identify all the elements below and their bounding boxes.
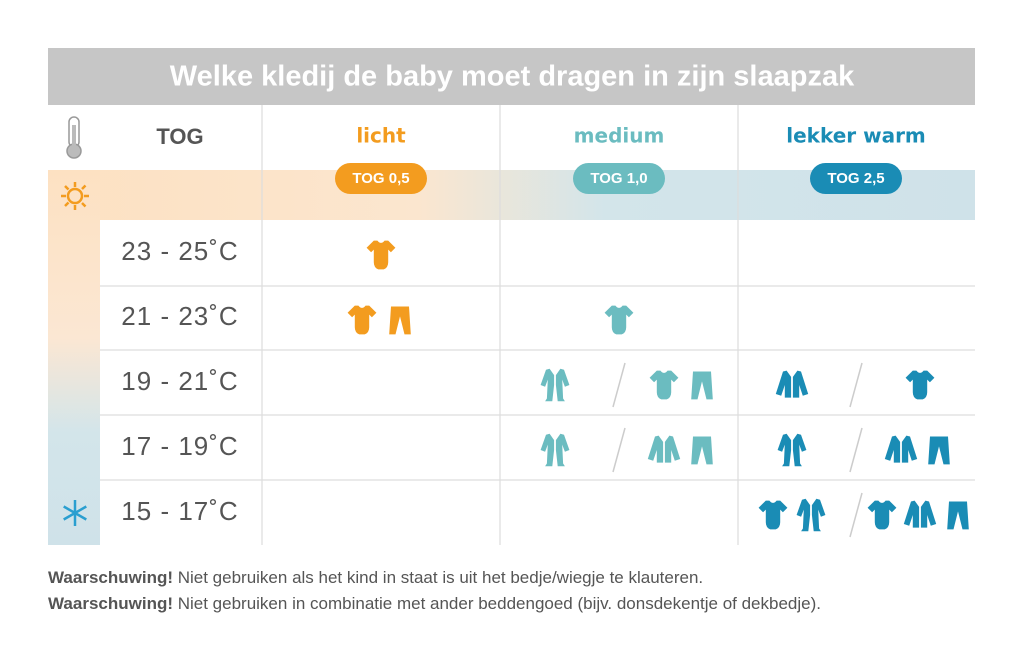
clothing-pants (389, 306, 411, 335)
clothing-body (347, 305, 377, 335)
tog-badge (810, 163, 902, 194)
clothing-body (649, 370, 679, 400)
snowflake-icon (63, 500, 87, 526)
column-name: licht (356, 124, 406, 148)
temperature: 17 - 19˚C (121, 431, 238, 461)
warning: Waarschuwing! Niet gebruiken in combinat… (48, 594, 821, 613)
temp-strip (48, 170, 100, 545)
clothing-top (647, 435, 681, 463)
title-bar (48, 48, 975, 105)
clothing-body (366, 240, 396, 270)
temperature: 23 - 25˚C (121, 236, 238, 266)
clothing-sleeper (777, 433, 807, 467)
grid (100, 105, 975, 545)
separator (612, 362, 626, 408)
column-name: medium (574, 124, 665, 148)
separator (612, 427, 626, 473)
separator (849, 427, 863, 473)
clothing-pants (928, 436, 950, 465)
clothing-body (867, 500, 897, 530)
sun-icon (61, 182, 89, 210)
temperature: 15 - 17˚C (121, 496, 238, 526)
warning-bold: Waarschuwing! (48, 594, 173, 613)
clothing-sleeper (540, 433, 570, 467)
clothing-pants (691, 371, 713, 400)
tog-badge (335, 163, 427, 194)
warning-text: Niet gebruiken als het kind in staat is … (173, 568, 703, 587)
clothing-pants (947, 501, 969, 530)
clothing-top (884, 435, 918, 463)
temperature: 19 - 21˚C (121, 366, 238, 396)
separator (849, 362, 863, 408)
clothing-body (905, 370, 935, 400)
temperature: 21 - 23˚C (121, 301, 238, 331)
clothing-body (758, 500, 788, 530)
clothing-sleeper (540, 368, 570, 402)
separator (849, 492, 863, 538)
clothing-top (903, 500, 937, 528)
badge-label: TOG 1,0 (590, 170, 647, 187)
thermometer (66, 116, 82, 159)
column-name: lekker warm (786, 124, 926, 148)
warning-bold: Waarschuwing! (48, 568, 173, 587)
badge-label: TOG 2,5 (827, 170, 884, 187)
clothing-sleeper (796, 498, 826, 532)
warning: Waarschuwing! Niet gebruiken als het kin… (48, 568, 703, 587)
badge-label: TOG 0,5 (352, 170, 409, 187)
title: Welke kledij de baby moet dragen in zijn… (170, 61, 855, 93)
tog-badge (573, 163, 665, 194)
tog-header: TOG (156, 124, 203, 149)
warning-text: Niet gebruiken in combinatie met ander b… (173, 594, 821, 613)
clothing-top (775, 370, 809, 398)
clothing-body (604, 305, 634, 335)
clothing-pants (691, 436, 713, 465)
